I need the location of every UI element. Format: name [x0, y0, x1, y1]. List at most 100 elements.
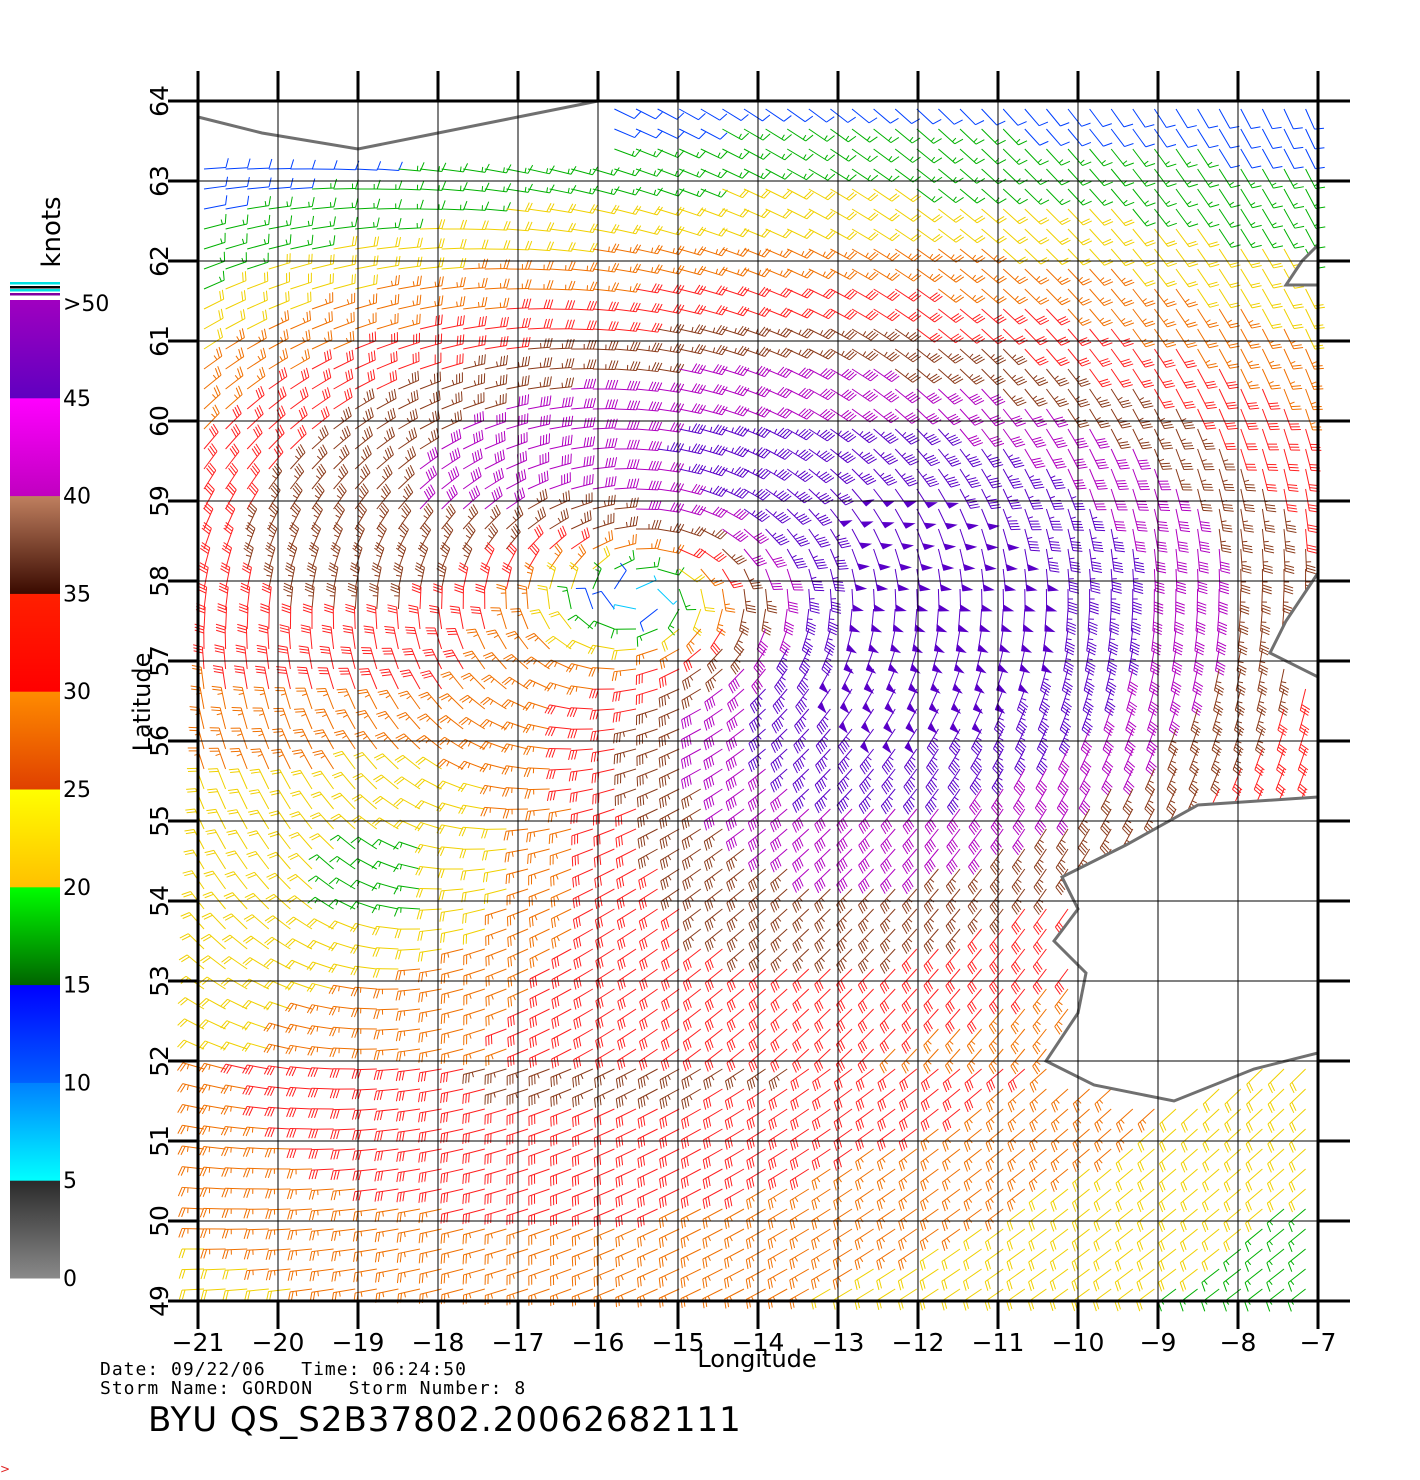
wind-barb [248, 809, 270, 830]
wind-barb [1261, 368, 1282, 390]
wind-barb [246, 290, 268, 310]
wind-barb [1254, 748, 1265, 776]
wind-barb [220, 1084, 248, 1095]
x-tick-label: −10 [1052, 1328, 1105, 1357]
wind-barb [658, 1228, 680, 1249]
wind-barb [989, 928, 1004, 955]
wind-barb [463, 277, 488, 290]
wind-barb [836, 928, 853, 954]
corner-mark: > [0, 1462, 11, 1476]
wind-barb [1064, 628, 1075, 656]
wind-barb [548, 828, 572, 844]
wind-barb [247, 196, 271, 210]
wind-barb [550, 1188, 572, 1207]
wind-barb [1261, 108, 1282, 130]
wind-barb [529, 968, 550, 989]
wind-barb [441, 238, 467, 250]
wind-barb [203, 158, 229, 170]
wind-barb [873, 348, 900, 362]
wind-barb [551, 1048, 572, 1069]
wind-barb [1266, 1248, 1285, 1272]
wind-barb [470, 606, 486, 630]
wind-barb [308, 1128, 334, 1139]
wind-barb [700, 384, 728, 396]
wind-barb [617, 1008, 637, 1031]
wind-barb [765, 248, 793, 259]
wind-barb [178, 1268, 205, 1279]
wind-barb [873, 408, 900, 424]
wind-barb [876, 1268, 896, 1291]
wind-barb [1261, 568, 1272, 595]
wind-barb [328, 920, 356, 930]
wind-barb [1071, 1208, 1090, 1232]
wind-barb [1028, 1208, 1047, 1232]
wind-barb [551, 1008, 572, 1029]
wind-barb [1289, 1108, 1306, 1133]
wind-barb [1261, 308, 1283, 329]
wind-barb [1283, 488, 1298, 513]
wind-barb [920, 1088, 939, 1112]
wind-barb [290, 215, 315, 230]
wind-barb [873, 188, 900, 202]
wind-barb [765, 108, 792, 122]
wind-barb [1132, 408, 1153, 429]
wind-barb [981, 108, 1006, 126]
wind-barb [981, 208, 1007, 224]
wind-barb [770, 948, 788, 973]
wind-barb [549, 300, 576, 310]
wind-barb [1175, 348, 1197, 369]
wind-barb [225, 158, 251, 170]
y-tick-label: 49 [145, 1285, 174, 1317]
wind-barb [1024, 308, 1050, 325]
wind-barb [873, 548, 891, 571]
wind-barb [462, 485, 481, 510]
wind-barb [879, 988, 896, 1014]
wind-barb [550, 1108, 572, 1127]
wind-barb [484, 1168, 507, 1185]
wind-barb [1024, 368, 1049, 387]
wind-barb [894, 548, 912, 571]
wind-barb [353, 751, 378, 770]
wind-barb [765, 528, 790, 546]
wind-barb [1046, 228, 1071, 245]
wind-barb [1089, 268, 1114, 286]
wind-barb [573, 988, 594, 1010]
wind-barb [700, 548, 727, 563]
wind-barb [308, 1108, 334, 1118]
wind-barb [743, 568, 763, 590]
wind-barb [700, 404, 728, 416]
wind-barb [981, 168, 1007, 185]
wind-barb [550, 868, 572, 887]
wind-barb [829, 528, 852, 549]
wind-barb [704, 968, 723, 992]
wind-barb [990, 828, 1004, 855]
wind-barb [873, 208, 900, 222]
wind-barb [393, 841, 421, 850]
wind-barb [329, 1068, 356, 1078]
wind-barb [1137, 1108, 1155, 1133]
wind-barb [1197, 168, 1220, 188]
wind-barb [967, 988, 982, 1015]
wind-barb [1002, 408, 1026, 427]
wind-barb [592, 530, 614, 550]
wind-barb [829, 548, 849, 570]
wind-barb [248, 789, 270, 810]
wind-barb [833, 1168, 853, 1191]
wind-barb [1011, 908, 1026, 935]
wind-barb [396, 1128, 421, 1142]
wind-barb [592, 301, 619, 312]
wind-barb [703, 788, 723, 811]
wind-barb [857, 948, 874, 974]
wind-barb [290, 367, 310, 390]
wind-barb [571, 417, 596, 430]
wind-barb [217, 603, 228, 630]
colorbar-band [10, 397, 60, 497]
wind-barb [462, 928, 485, 945]
wind-barb [399, 669, 421, 690]
wind-barb [746, 1188, 766, 1210]
wind-barb [1158, 1248, 1177, 1272]
wind-barb [1035, 768, 1048, 796]
wind-barb [1137, 1148, 1155, 1173]
wind-barb [611, 648, 637, 661]
wind-barb [1299, 708, 1310, 736]
